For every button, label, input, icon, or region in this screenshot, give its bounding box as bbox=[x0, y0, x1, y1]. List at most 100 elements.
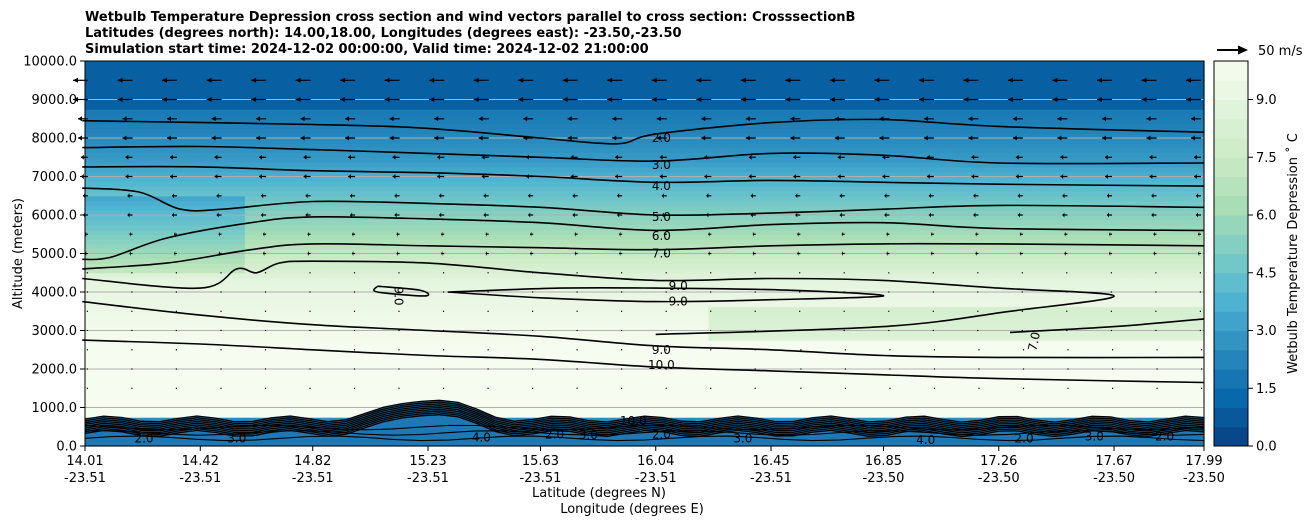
field-cell bbox=[1060, 123, 1077, 129]
field-cell bbox=[516, 359, 534, 365]
field-cell bbox=[356, 152, 374, 158]
field-cell bbox=[196, 412, 214, 418]
field-cell bbox=[180, 147, 198, 154]
field-cell bbox=[708, 393, 726, 399]
field-cell bbox=[820, 157, 837, 163]
field-cell bbox=[884, 210, 901, 216]
field-cell bbox=[772, 80, 789, 86]
field-cell bbox=[516, 80, 534, 86]
field-cell bbox=[244, 190, 262, 197]
field-cell bbox=[708, 128, 726, 134]
field-cell bbox=[1060, 186, 1077, 192]
field-cell bbox=[1012, 142, 1029, 149]
field-cell bbox=[740, 359, 757, 365]
field-cell bbox=[596, 229, 614, 235]
field-cell bbox=[148, 320, 166, 327]
chart-title: Wetbulb Temperature Depression cross sec… bbox=[85, 10, 855, 57]
field-cell bbox=[452, 104, 470, 110]
field-cell bbox=[708, 147, 726, 154]
field-cell bbox=[340, 138, 358, 144]
field-cell bbox=[756, 335, 773, 341]
field-cell bbox=[676, 104, 694, 110]
field-cell bbox=[980, 277, 997, 283]
field-cell bbox=[676, 147, 694, 154]
field-cell bbox=[228, 166, 246, 173]
field-cell bbox=[420, 89, 438, 96]
field-cell bbox=[980, 152, 997, 158]
field-cell bbox=[804, 166, 821, 173]
field-cell bbox=[820, 277, 837, 283]
field-cell bbox=[404, 205, 422, 211]
field-cell bbox=[148, 229, 166, 235]
field-cell bbox=[932, 219, 949, 226]
field-cell bbox=[404, 113, 422, 120]
field-cell bbox=[452, 94, 470, 101]
field-cell bbox=[532, 311, 550, 317]
field-cell bbox=[804, 243, 821, 250]
field-cell bbox=[692, 152, 710, 158]
field-cell bbox=[1012, 166, 1029, 173]
field-cell bbox=[180, 109, 198, 115]
field-cell bbox=[564, 205, 582, 211]
field-cell bbox=[100, 397, 118, 404]
field-cell bbox=[644, 80, 662, 86]
field-cell bbox=[484, 239, 502, 245]
field-cell bbox=[548, 210, 566, 216]
field-cell bbox=[724, 412, 742, 418]
field-cell bbox=[548, 118, 566, 125]
field-cell bbox=[276, 176, 294, 182]
field-cell bbox=[708, 407, 726, 413]
field-cell bbox=[948, 258, 965, 264]
field-cell bbox=[532, 229, 550, 235]
field-cell bbox=[516, 190, 534, 197]
field-cell bbox=[228, 113, 246, 120]
field-cell bbox=[580, 239, 598, 245]
field-cell bbox=[132, 272, 150, 279]
field-cell bbox=[708, 186, 726, 192]
field-cell bbox=[420, 330, 438, 336]
field-cell bbox=[836, 224, 853, 231]
field-cell bbox=[868, 205, 885, 211]
field-cell bbox=[692, 162, 710, 168]
field-cell bbox=[628, 330, 646, 336]
field-cell bbox=[548, 190, 566, 197]
field-cell bbox=[820, 239, 837, 245]
field-cell bbox=[724, 282, 742, 288]
field-cell bbox=[724, 80, 742, 86]
field-cell bbox=[660, 118, 678, 125]
field-cell bbox=[676, 311, 694, 317]
field-cell bbox=[612, 388, 630, 394]
field-cell bbox=[132, 292, 150, 298]
field-cell bbox=[580, 118, 598, 125]
field-cell bbox=[740, 109, 757, 115]
field-cell bbox=[1060, 369, 1077, 375]
field-cell bbox=[484, 344, 502, 351]
field-cell bbox=[564, 162, 582, 168]
field-cell bbox=[772, 383, 789, 389]
field-cell bbox=[244, 340, 262, 346]
field-cell bbox=[932, 210, 949, 216]
field-cell bbox=[132, 109, 150, 115]
field-cell bbox=[868, 239, 885, 245]
field-cell bbox=[452, 142, 470, 149]
field-cell bbox=[276, 311, 294, 317]
field-cell bbox=[596, 287, 614, 293]
field-cell bbox=[500, 70, 518, 77]
field-cell bbox=[596, 234, 614, 240]
field-cell bbox=[900, 258, 917, 264]
field-cell bbox=[1076, 393, 1093, 399]
field-cell bbox=[85, 364, 102, 370]
field-cell bbox=[356, 364, 374, 370]
field-cell bbox=[436, 335, 454, 341]
field-cell bbox=[420, 138, 438, 144]
field-cell bbox=[916, 147, 933, 154]
field-cell bbox=[948, 253, 965, 259]
field-cell bbox=[436, 234, 454, 240]
field-cell bbox=[724, 344, 742, 351]
field-cell bbox=[148, 359, 166, 365]
field-cell bbox=[1028, 340, 1045, 346]
field-cell bbox=[180, 94, 198, 101]
field-cell bbox=[260, 330, 278, 336]
field-cell bbox=[324, 301, 342, 308]
field-cell bbox=[420, 306, 438, 312]
